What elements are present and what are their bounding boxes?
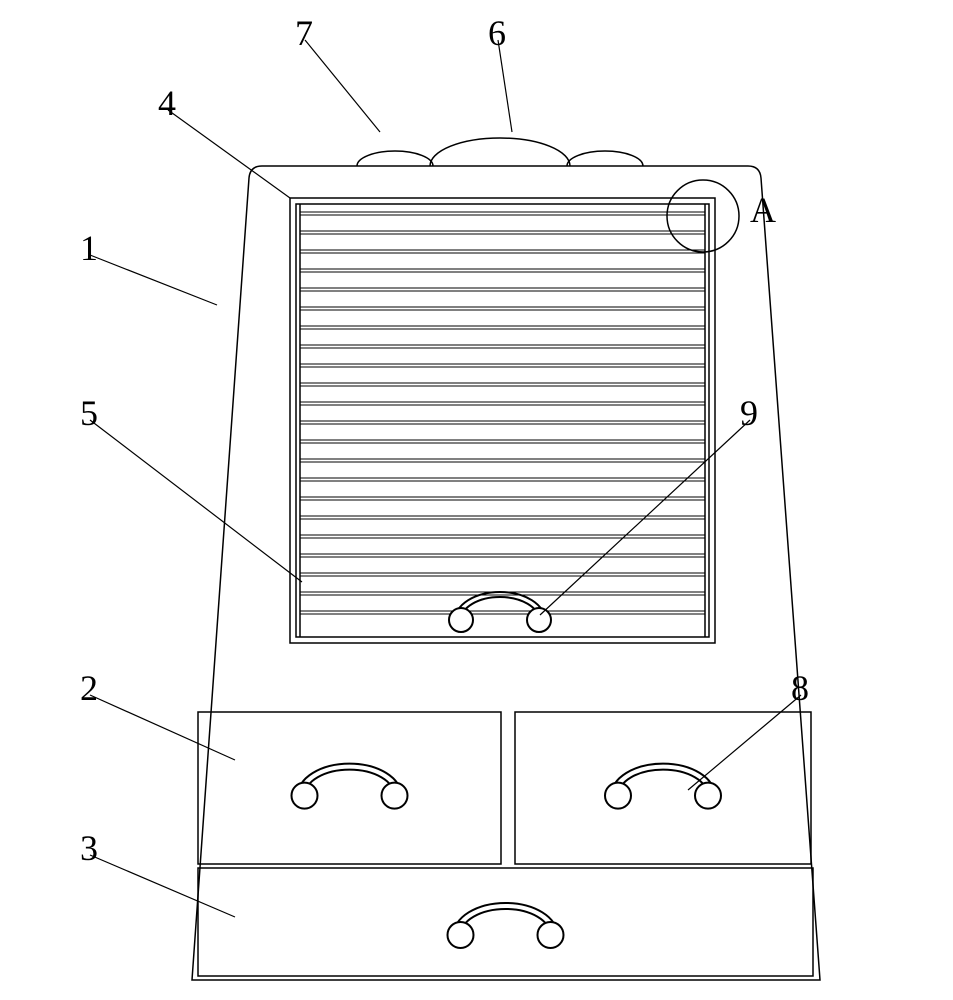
right-button (567, 151, 643, 166)
leader-line-2 (90, 695, 235, 760)
label-6: 6 (488, 13, 506, 53)
shutter-slats (300, 212, 705, 614)
drawer-bottom (198, 868, 813, 976)
drawer-top-left-handle (292, 764, 408, 809)
leader-line-1 (90, 255, 217, 305)
label-8: 8 (791, 668, 809, 708)
leader-line-5 (90, 420, 302, 582)
leader-line-9 (540, 420, 750, 615)
label-5: 5 (80, 393, 98, 433)
shutter-handle (449, 592, 551, 632)
label-A: A (750, 190, 776, 230)
leader-line-8 (688, 695, 801, 790)
leader-line-6 (498, 40, 512, 132)
label-2: 2 (80, 668, 98, 708)
label-9: 9 (740, 393, 758, 433)
label-3: 3 (80, 828, 98, 868)
leader-line-7 (305, 40, 380, 132)
label-7: 7 (295, 13, 313, 53)
left-button (357, 151, 433, 166)
leader-line-4 (168, 110, 290, 198)
drawer-top-right-handle (605, 764, 721, 809)
label-4: 4 (158, 83, 176, 123)
center-dome (430, 138, 570, 166)
drawer-top-left (198, 712, 501, 864)
drawer-top-right (515, 712, 811, 864)
technical-diagram: 7 6 4 1 5 9 2 8 3 A (0, 0, 953, 1000)
drawer-bottom-handle (448, 903, 564, 948)
detail-circle-a (667, 180, 739, 252)
label-1: 1 (80, 228, 98, 268)
